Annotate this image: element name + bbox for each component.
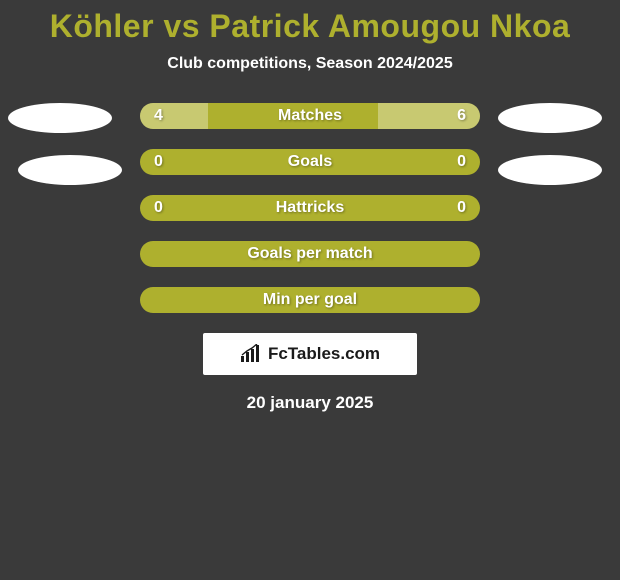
left-player-ellipse (8, 103, 112, 133)
stat-label: Goals (288, 153, 332, 171)
page-title: Köhler vs Patrick Amougou Nkoa (0, 8, 620, 45)
stat-value-right: 6 (457, 103, 466, 129)
date-line: 20 january 2025 (0, 393, 620, 413)
brand-badge: FcTables.com (203, 333, 417, 375)
stat-row: 4 Matches 6 (140, 103, 480, 129)
stat-row: 0 Hattricks 0 (140, 195, 480, 221)
right-player-ellipse (498, 103, 602, 133)
stat-label: Matches (278, 107, 342, 125)
page-subtitle: Club competitions, Season 2024/2025 (0, 55, 620, 73)
stat-row: Min per goal (140, 287, 480, 313)
stat-label: Goals per match (247, 245, 372, 263)
stat-row: 0 Goals 0 (140, 149, 480, 175)
stat-label: Min per goal (263, 291, 357, 309)
stat-label: Hattricks (276, 199, 344, 217)
infographic-container: Köhler vs Patrick Amougou Nkoa Club comp… (0, 0, 620, 580)
stats-area: 4 Matches 6 0 Goals 0 0 Hattricks 0 Goals per mat… (0, 103, 620, 313)
stat-value-left: 0 (154, 149, 163, 175)
chart-icon (240, 344, 262, 364)
stat-row: Goals per match (140, 241, 480, 267)
stat-fill-left (140, 103, 208, 129)
stat-value-left: 4 (154, 103, 163, 129)
left-player-ellipse (18, 155, 122, 185)
stat-value-right: 0 (457, 195, 466, 221)
right-player-ellipse (498, 155, 602, 185)
brand-text: FcTables.com (268, 344, 380, 364)
stat-value-right: 0 (457, 149, 466, 175)
stat-value-left: 0 (154, 195, 163, 221)
